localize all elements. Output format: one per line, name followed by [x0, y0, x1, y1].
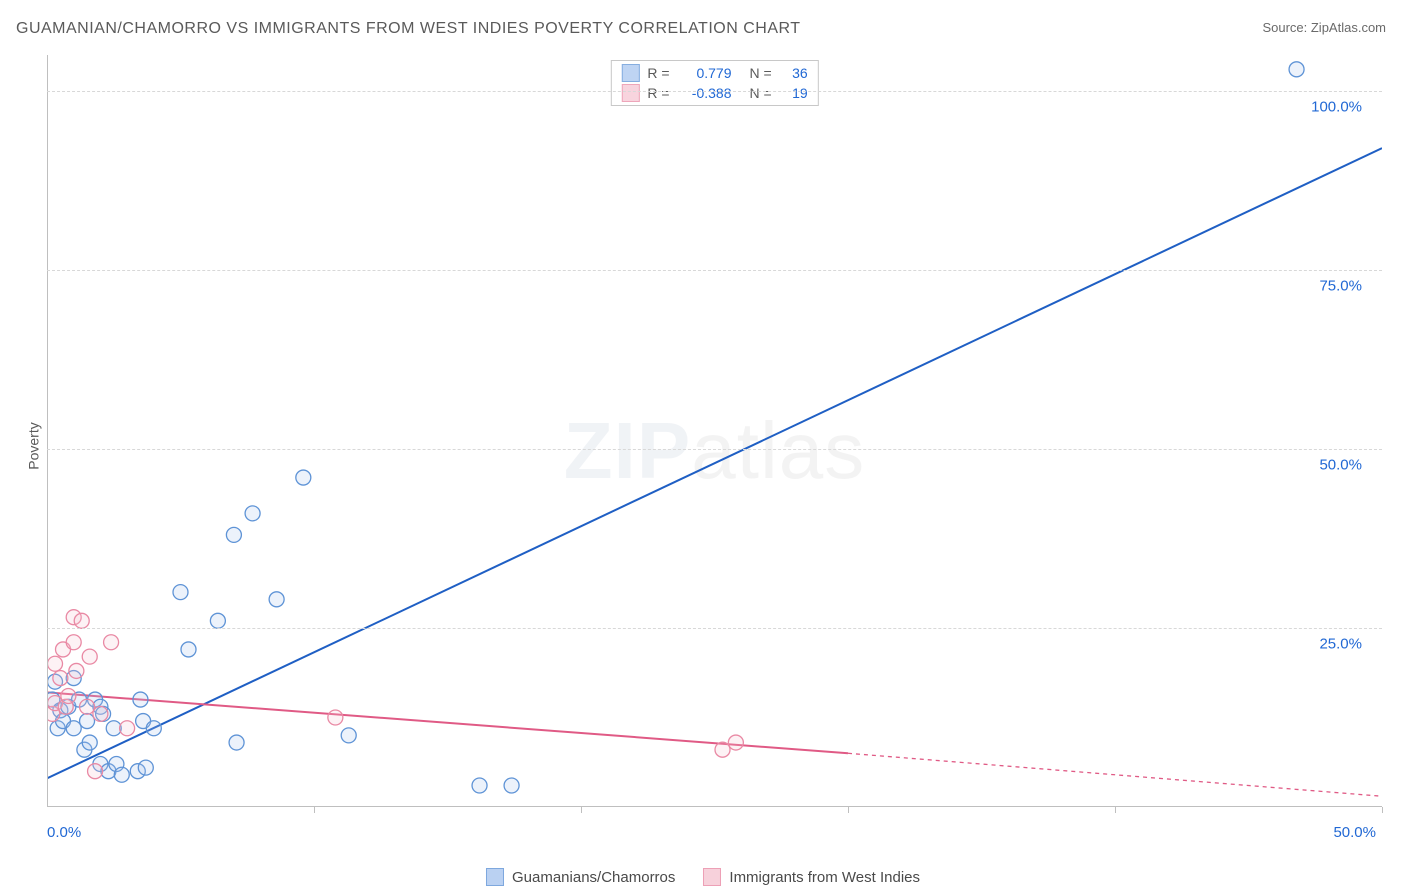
chart-title: GUAMANIAN/CHAMORRO VS IMMIGRANTS FROM WE… — [16, 20, 801, 38]
data-point — [120, 721, 135, 736]
legend-series-item: Immigrants from West Indies — [703, 868, 920, 886]
data-point — [210, 613, 225, 628]
data-point — [80, 699, 95, 714]
y-tick-label: 50.0% — [1319, 456, 1362, 473]
data-point — [173, 585, 188, 600]
data-point — [296, 470, 311, 485]
legend-stat-row: R =-0.388N =19 — [611, 83, 817, 103]
data-point — [48, 656, 63, 671]
legend-stat-row: R =0.779N =36 — [611, 63, 817, 83]
data-point — [728, 735, 743, 750]
legend-swatch — [486, 868, 504, 886]
data-point — [104, 635, 119, 650]
series-legend: Guamanians/Chamorros Immigrants from West… — [486, 868, 920, 886]
x-tick-label: 50.0% — [1333, 824, 1376, 841]
x-tick-mark — [581, 807, 582, 813]
x-tick-mark — [314, 807, 315, 813]
data-point — [133, 692, 148, 707]
y-axis-label: Poverty — [26, 422, 42, 469]
data-point — [61, 688, 76, 703]
legend-series-item: Guamanians/Chamorros — [486, 868, 675, 886]
data-point — [66, 721, 81, 736]
x-tick-mark — [848, 807, 849, 813]
data-point — [82, 649, 97, 664]
data-point — [504, 778, 519, 793]
x-axis-line — [47, 806, 1382, 807]
data-point — [715, 742, 730, 757]
data-point — [226, 527, 241, 542]
data-point — [472, 778, 487, 793]
data-point — [53, 671, 68, 686]
data-point — [82, 735, 97, 750]
grid-line — [47, 91, 1382, 92]
legend-series-label: Guamanians/Chamorros — [512, 869, 675, 886]
y-tick-label: 25.0% — [1319, 635, 1362, 652]
x-tick-label: 0.0% — [47, 824, 81, 841]
data-point — [138, 760, 153, 775]
y-tick-label: 75.0% — [1319, 277, 1362, 294]
x-tick-mark — [1382, 807, 1383, 813]
x-tick-mark — [1115, 807, 1116, 813]
data-point — [146, 721, 161, 736]
data-point — [181, 642, 196, 657]
data-point — [88, 764, 103, 779]
data-point — [245, 506, 260, 521]
grid-line — [47, 270, 1382, 271]
data-point — [229, 735, 244, 750]
scatter-svg — [47, 55, 1382, 847]
data-point — [269, 592, 284, 607]
data-point — [69, 663, 84, 678]
data-point — [114, 767, 129, 782]
data-point — [1289, 62, 1304, 77]
grid-line — [47, 628, 1382, 629]
y-tick-label: 100.0% — [1311, 98, 1362, 115]
legend-swatch — [621, 84, 639, 102]
grid-line — [47, 449, 1382, 450]
correlation-legend: R =0.779N =36R =-0.388N =19 — [610, 60, 818, 106]
source-attribution: Source: ZipAtlas.com — [1262, 20, 1386, 35]
y-axis-line — [47, 55, 48, 807]
data-point — [80, 714, 95, 729]
data-point — [341, 728, 356, 743]
data-point — [74, 613, 89, 628]
legend-series-label: Immigrants from West Indies — [729, 869, 920, 886]
trend-line-extrapolated — [848, 753, 1382, 796]
plot-area: ZIPatlas R =0.779N =36R =-0.388N =19 25.… — [47, 55, 1382, 847]
data-point — [66, 635, 81, 650]
legend-swatch — [621, 64, 639, 82]
data-point — [328, 710, 343, 725]
data-point — [93, 706, 108, 721]
legend-swatch — [703, 868, 721, 886]
trend-line — [47, 148, 1382, 778]
